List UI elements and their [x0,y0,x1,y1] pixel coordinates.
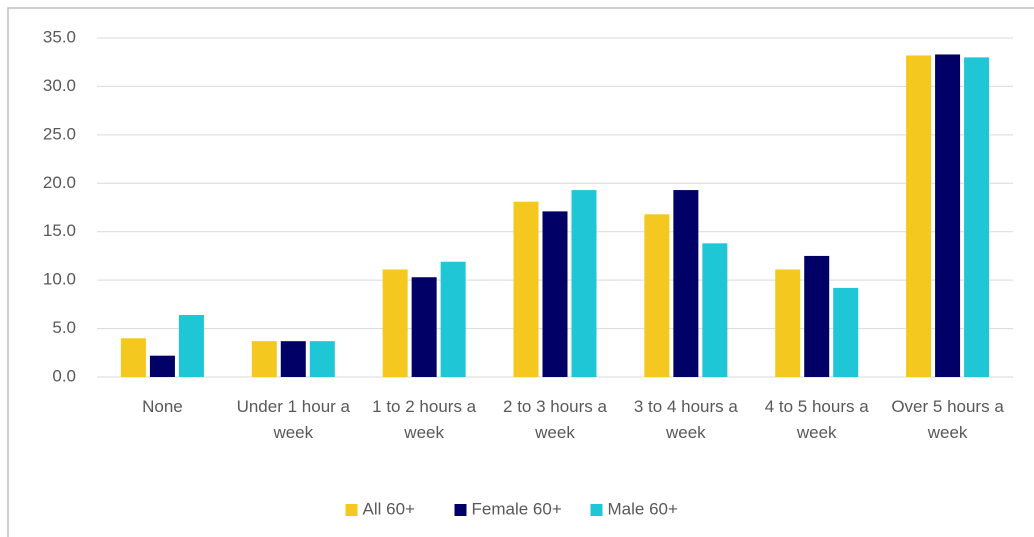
legend-swatch [590,504,603,516]
y-tick-label: 25.0 [43,124,76,143]
bar [178,315,204,377]
bar [833,287,859,377]
bar [775,269,801,377]
legend-label: Female 60+ [472,499,562,518]
y-tick-label: 15.0 [43,221,76,240]
bar [411,277,437,377]
bar [251,341,277,377]
legend-label: All 60+ [363,499,416,518]
x-tick-label: 2 to 3 hours a week [503,397,607,442]
y-tick-label: 30.0 [43,76,76,95]
x-tick-label: Over 5 hours a week [891,397,1004,442]
bar [644,214,670,377]
legend-swatch [454,504,467,516]
bar [542,211,568,377]
bar [906,55,932,377]
chart-border [7,7,1034,537]
bar [309,341,335,377]
y-tick-label: 5.0 [52,318,76,337]
bar [702,243,728,377]
bar [120,338,146,377]
bar [382,269,408,377]
bar [571,190,597,377]
y-tick-label: 20.0 [43,173,76,192]
bar [149,355,175,377]
x-tick-label: None [142,397,183,416]
bar [673,190,699,377]
bar [280,341,306,377]
x-tick-label: 1 to 2 hours a week [372,397,477,442]
bar [964,57,990,377]
legend-swatch [345,504,358,516]
y-tick-label: 10.0 [43,270,76,289]
x-tick-label: 3 to 4 hours a week [633,397,738,442]
x-tick-label: Under 1 hour a week [236,397,350,442]
bar [935,54,961,378]
bar [440,261,466,377]
bar [513,201,539,377]
legend-label: Male 60+ [608,499,678,518]
x-tick-label: 4 to 5 hours a week [764,397,869,442]
y-tick-label: 0.0 [52,366,76,385]
y-tick-label: 35.0 [43,27,76,46]
bar [804,255,830,377]
